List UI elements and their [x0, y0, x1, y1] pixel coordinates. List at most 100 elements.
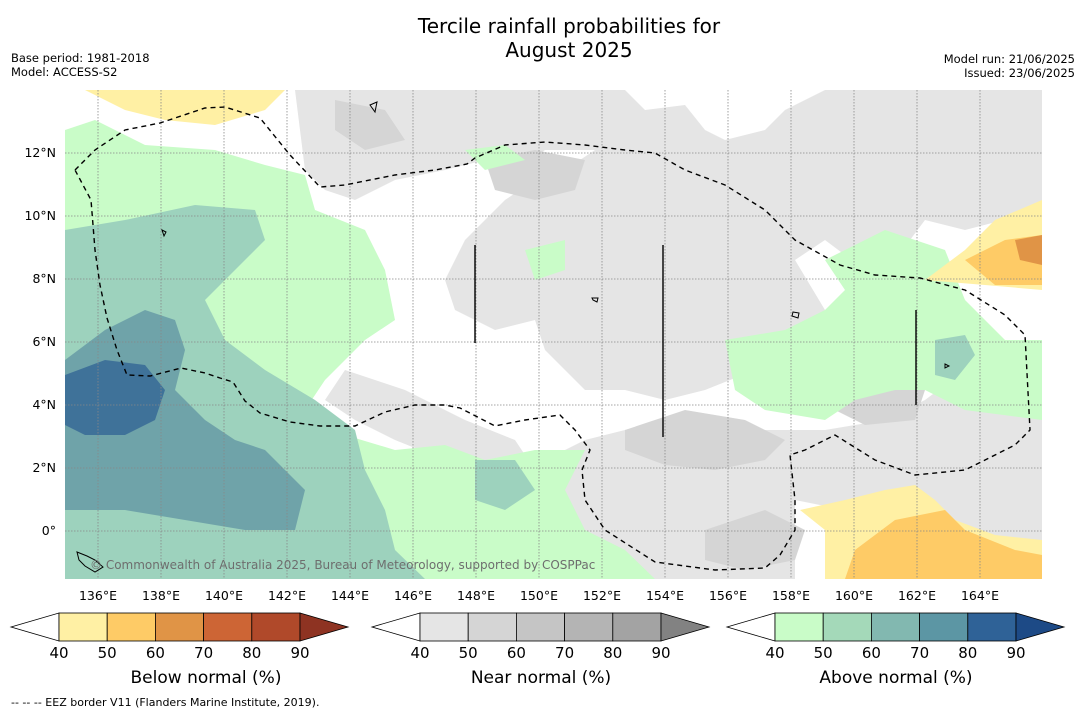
near-normal-region: [325, 360, 1042, 579]
colorbar-tick-label: 50: [458, 644, 478, 662]
colorbar-tick-label: 70: [910, 644, 930, 662]
x-tick-label: 152°E: [582, 588, 621, 603]
island: [591, 297, 599, 303]
colorbar-tick-label: 80: [242, 644, 262, 662]
near-normal-region: [295, 90, 1042, 400]
colorbar-segment: [58, 612, 108, 642]
colorbar-segment: [564, 612, 614, 642]
issued-date: Issued: 23/06/2025: [964, 66, 1075, 80]
x-tick-label: 136°E: [78, 588, 117, 603]
colorbar-segment: [419, 612, 469, 642]
colorbar-segment: [919, 612, 969, 642]
colorbar-tick-label: 50: [813, 644, 833, 662]
island: [76, 551, 104, 573]
colorbar-tick-label: 70: [194, 644, 214, 662]
meta-right: Model run: 21/06/2025 Issued: 23/06/2025: [944, 52, 1075, 80]
above-normal-region-80: [65, 360, 165, 435]
model-name: Model: ACCESS-S2: [11, 65, 118, 79]
colorbar-segment: [871, 612, 921, 642]
above-normal-region: [465, 145, 525, 170]
eez-border: [74, 106, 1031, 571]
copyright-notice: © Commonwealth of Australia 2025, Bureau…: [90, 558, 596, 572]
colorbar-tick-label: 40: [765, 644, 785, 662]
x-tick-label: 156°E: [708, 588, 747, 603]
colorbar-tick-label: 60: [506, 644, 526, 662]
below-normal-region-70: [1015, 235, 1042, 265]
colorbar-tick-label: 40: [410, 644, 430, 662]
colorbar-segment: [154, 612, 204, 642]
colorbar-segment: [467, 612, 517, 642]
below-normal-70: [1015, 235, 1042, 265]
colorbar-upper-extend: [660, 612, 711, 642]
colorbar-lower-extend: [725, 612, 776, 642]
boundary-lines: [474, 245, 917, 437]
colorbar-segment: [203, 612, 253, 642]
x-tick-label: 154°E: [645, 588, 684, 603]
above-normal-region: [775, 340, 815, 380]
colorbar-tick-label: 50: [97, 644, 117, 662]
below-normal-title: Below normal (%): [130, 668, 282, 688]
x-tick-label: 164°E: [960, 588, 999, 603]
above-normal-region: [525, 240, 565, 280]
model-run: Model run: 21/06/2025: [943, 52, 1075, 66]
near-normal-region-60: [625, 410, 785, 470]
y-tick-label: 4°N: [32, 397, 56, 412]
colorbar-tick-label: 70: [555, 644, 575, 662]
colorbars: [9, 612, 1066, 642]
colorbar-tick-label: 60: [861, 644, 881, 662]
colorbar-lower-extend: [9, 612, 60, 642]
colorbar-tick-label: 90: [1006, 644, 1026, 662]
x-tick-label: 150°E: [519, 588, 558, 603]
colorbar-tick-label: 90: [651, 644, 671, 662]
island: [944, 363, 951, 369]
island: [161, 229, 167, 238]
title-line-1: Tercile rainfall probabilities for: [417, 14, 721, 38]
below-normal-region-60: [845, 510, 1042, 579]
y-tick-label: 12°N: [24, 145, 56, 160]
y-tick-label: 8°N: [32, 271, 56, 286]
x-tick-label: 144°E: [330, 588, 369, 603]
x-tick-label: 162°E: [897, 588, 936, 603]
x-tick-label: 160°E: [834, 588, 873, 603]
colorbar: [725, 612, 1066, 642]
meta-left: Base period: 1981-2018 Model: ACCESS-S2: [11, 51, 150, 79]
island: [369, 101, 378, 114]
colorbar-tick-label: 60: [145, 644, 165, 662]
base-period: Base period: 1981-2018: [11, 51, 150, 65]
below-normal-region: [85, 90, 285, 125]
above-normal-region-60: [935, 335, 975, 380]
colorbar-segment: [516, 612, 566, 642]
x-tick-label: 146°E: [393, 588, 432, 603]
above-normal-region-60: [475, 460, 535, 510]
colorbar-tick-label: 40: [49, 644, 69, 662]
x-tick-label: 148°E: [456, 588, 495, 603]
y-tick-label: 0°: [41, 523, 56, 538]
eez-footnote: -- -- -- EEZ border V11 (Flanders Marine…: [11, 696, 320, 709]
x-tick-label: 138°E: [141, 588, 180, 603]
title-line-2: August 2025: [505, 38, 633, 62]
colorbar-tick-label: 80: [603, 644, 623, 662]
y-tick-label: 6°N: [32, 334, 56, 349]
eez-borders: [74, 106, 1031, 571]
island: [791, 311, 800, 319]
near-normal-region: [705, 200, 785, 260]
colorbar: [370, 612, 711, 642]
colorbar-tick-label: 90: [290, 644, 310, 662]
colorbar-segment: [774, 612, 824, 642]
colorbar-segment: [106, 612, 156, 642]
probability-map: [65, 90, 1042, 579]
colorbar-upper-extend: [1015, 612, 1066, 642]
above-normal-80: [65, 360, 165, 435]
near-normal-region-60: [335, 100, 405, 150]
colorbar-lower-extend: [370, 612, 421, 642]
colorbar: [9, 612, 350, 642]
colorbar-segment: [251, 612, 301, 642]
above-normal-title: Above normal (%): [819, 668, 973, 688]
gridlines: [65, 90, 1042, 579]
colorbar-segment: [967, 612, 1017, 642]
colorbar-segment: [612, 612, 662, 642]
islands: [76, 101, 951, 573]
colorbar-tick-label: 80: [958, 644, 978, 662]
above-normal-region: [725, 230, 1042, 420]
x-tick-label: 158°E: [771, 588, 810, 603]
